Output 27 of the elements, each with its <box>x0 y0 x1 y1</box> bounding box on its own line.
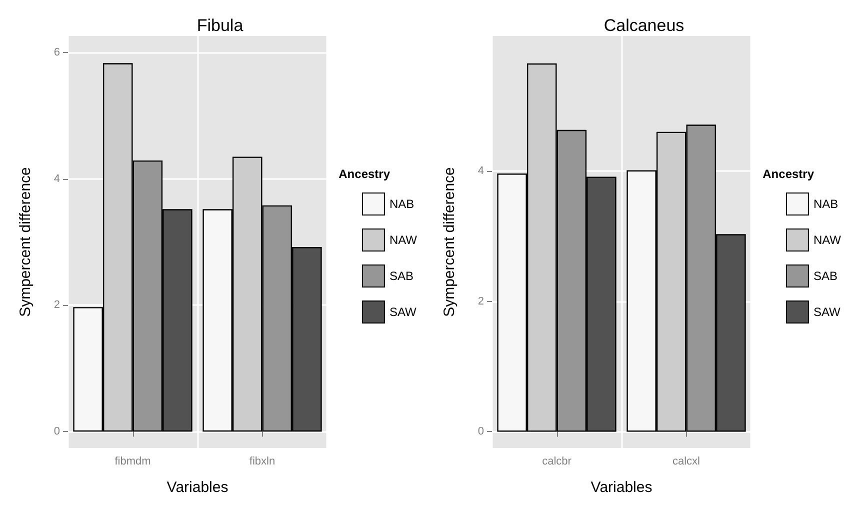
y-tick-label: 2 <box>54 299 60 312</box>
chart-title: Fibula <box>196 16 244 35</box>
x-tick-label: fibxln <box>249 456 276 468</box>
legend-label: SAW <box>813 305 842 319</box>
y-axis-title: Sympercent difference <box>17 167 34 317</box>
y-tick-label: 6 <box>54 46 60 58</box>
legend-label: SAB <box>813 269 838 283</box>
legend-label: SAB <box>389 269 414 283</box>
chart-title: Calcaneus <box>604 16 684 35</box>
legend-title: Ancestry <box>762 167 814 181</box>
legend-label: NAB <box>813 197 838 211</box>
legend-title: Ancestry <box>338 167 390 181</box>
x-tick-label: fibmdm <box>114 456 151 468</box>
y-tick-label: 4 <box>54 172 60 185</box>
y-tick-label: 2 <box>478 295 484 308</box>
y-tick-label: 4 <box>478 164 484 177</box>
y-axis-title: Sympercent difference <box>441 167 458 317</box>
legend-label: SAW <box>389 305 418 319</box>
legend-label: NAW <box>813 233 842 247</box>
x-tick-label: calcxl <box>672 456 700 468</box>
y-tick-label: 0 <box>478 426 484 438</box>
y-tick-label: 0 <box>54 426 60 438</box>
x-axis-title: Variables <box>590 479 652 496</box>
legend-label: NAW <box>389 233 418 247</box>
legend-label: NAB <box>389 197 414 211</box>
x-tick-label: calcbr <box>542 456 572 468</box>
x-axis-title: Variables <box>166 479 228 496</box>
